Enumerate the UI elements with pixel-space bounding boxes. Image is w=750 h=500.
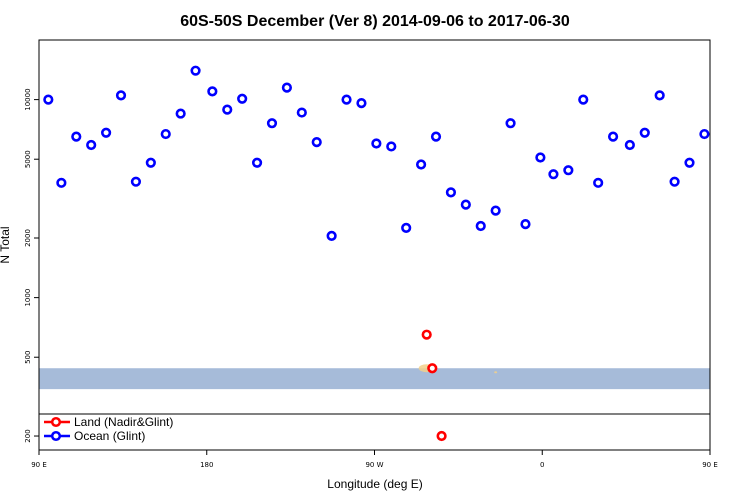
ocean-point	[639, 127, 650, 138]
shaded-band-rect	[39, 368, 710, 390]
ocean-point	[222, 104, 233, 115]
ocean-point	[593, 177, 604, 188]
x-tick-label: 90 W	[365, 461, 383, 469]
ocean-point	[654, 90, 665, 101]
land-point	[436, 430, 447, 442]
ocean-point	[505, 118, 516, 129]
ocean-point	[115, 90, 127, 101]
x-tick-label: 90 E	[702, 461, 718, 469]
chart-title: 60S-50S December (Ver 8) 2014-09-06 to 2…	[180, 13, 570, 30]
ocean-point	[669, 176, 680, 187]
y-axis-label: N Total	[0, 226, 12, 263]
ocean-point	[100, 127, 112, 138]
x-tick-label: 90 E	[31, 461, 47, 469]
ocean-point	[460, 199, 471, 210]
ocean-point	[684, 157, 695, 168]
y-tick-label: 10000	[24, 88, 32, 110]
ocean-point	[490, 205, 501, 216]
ocean-point	[311, 137, 322, 148]
x-axis-label: Longitude (deg E)	[327, 477, 422, 491]
land-series	[421, 329, 447, 442]
legend-ocean-marker	[50, 430, 62, 442]
ocean-point	[56, 177, 67, 188]
ocean-point	[43, 94, 54, 105]
y-tick-label: 2000	[24, 229, 32, 247]
ocean-point	[237, 93, 248, 104]
legend-land-marker	[50, 416, 62, 428]
ocean-point	[175, 108, 186, 119]
ocean-point	[296, 107, 307, 118]
ocean-point	[207, 86, 218, 97]
ocean-point	[341, 94, 352, 105]
ocean-series	[43, 65, 710, 241]
ocean-point	[71, 131, 82, 142]
ocean-point	[401, 222, 412, 233]
ocean-point	[475, 220, 486, 232]
y-tick-label: 500	[24, 351, 32, 364]
ocean-point	[699, 128, 710, 140]
ocean-point	[548, 169, 559, 180]
y-tick-label: 200	[24, 429, 32, 442]
legend-land-label: Land (Nadir&Glint)	[74, 415, 173, 429]
legend: Land (Nadir&Glint) Ocean (Glint)	[39, 413, 710, 443]
ocean-point	[535, 152, 546, 163]
ocean-point	[145, 157, 156, 168]
land-point	[427, 363, 438, 374]
ocean-point	[281, 82, 292, 93]
ocean-point	[415, 159, 427, 170]
land-outline-island	[494, 371, 498, 374]
ocean-point	[386, 141, 397, 152]
ocean-point	[130, 176, 142, 187]
ocean-point	[160, 128, 171, 140]
ocean-point	[578, 94, 589, 105]
y-tick-label: 5000	[24, 150, 32, 168]
land-point	[421, 329, 432, 340]
ocean-point	[624, 139, 635, 151]
ocean-point	[356, 98, 367, 109]
ocean-point	[371, 138, 382, 149]
ocean-point	[190, 65, 201, 76]
ocean-point	[266, 118, 278, 129]
ocean-point	[251, 157, 263, 168]
ocean-point	[607, 131, 619, 142]
legend-ocean-label: Ocean (Glint)	[74, 429, 145, 443]
ocean-point	[563, 165, 574, 176]
y-tick-label: 1000	[24, 289, 32, 307]
x-tick-label: 180	[200, 461, 213, 469]
ocean-point	[430, 131, 442, 142]
x-axis: 90 E 180 90 W 0 90 E	[31, 450, 718, 469]
y-axis: 200 500 1000 2000 5000 10000	[24, 88, 39, 443]
x-tick-label: 0	[540, 461, 544, 469]
ocean-point	[520, 219, 531, 230]
ocean-point	[86, 139, 97, 151]
ocean-point	[326, 230, 337, 241]
ocean-point	[445, 187, 457, 198]
shaded-band	[39, 368, 710, 390]
